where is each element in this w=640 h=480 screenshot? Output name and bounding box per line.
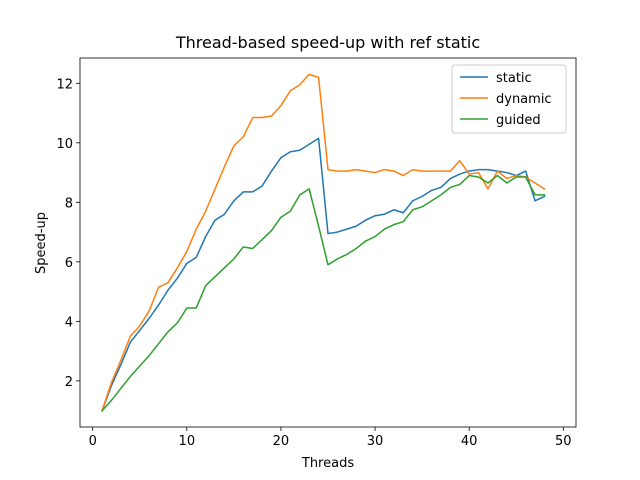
x-tick-label: 30 (367, 434, 384, 449)
x-axis: 0 10 20 30 40 50 (89, 427, 572, 449)
y-tick-label: 6 (65, 256, 73, 271)
x-tick-label: 20 (273, 434, 290, 449)
legend: static dynamic guided (451, 64, 567, 134)
y-axis: 2 4 6 8 10 12 (56, 77, 80, 390)
legend-label-guided: guided (496, 113, 541, 128)
series-line-static (101, 137, 546, 412)
series-line-guided (101, 174, 546, 412)
y-tick-label: 12 (56, 77, 73, 92)
series-line-dynamic (101, 73, 546, 412)
y-tick-label: 8 (65, 196, 73, 211)
x-tick-label: 0 (89, 434, 97, 449)
legend-box (451, 64, 567, 134)
y-tick-label: 4 (65, 315, 73, 330)
y-axis-label: Speed-up (34, 212, 49, 274)
plot-area (79, 57, 577, 428)
x-tick-label: 40 (461, 434, 478, 449)
x-tick-label: 10 (179, 434, 196, 449)
legend-label-static: static (496, 71, 532, 86)
chart-title: Thread-based speed-up with ref static (175, 33, 480, 52)
y-tick-label: 2 (65, 375, 73, 390)
x-tick-label: 50 (555, 434, 572, 449)
legend-label-dynamic: dynamic (496, 92, 552, 107)
y-tick-label: 10 (56, 137, 73, 152)
axes-frame (79, 57, 577, 428)
x-axis-label: Threads (301, 456, 354, 471)
